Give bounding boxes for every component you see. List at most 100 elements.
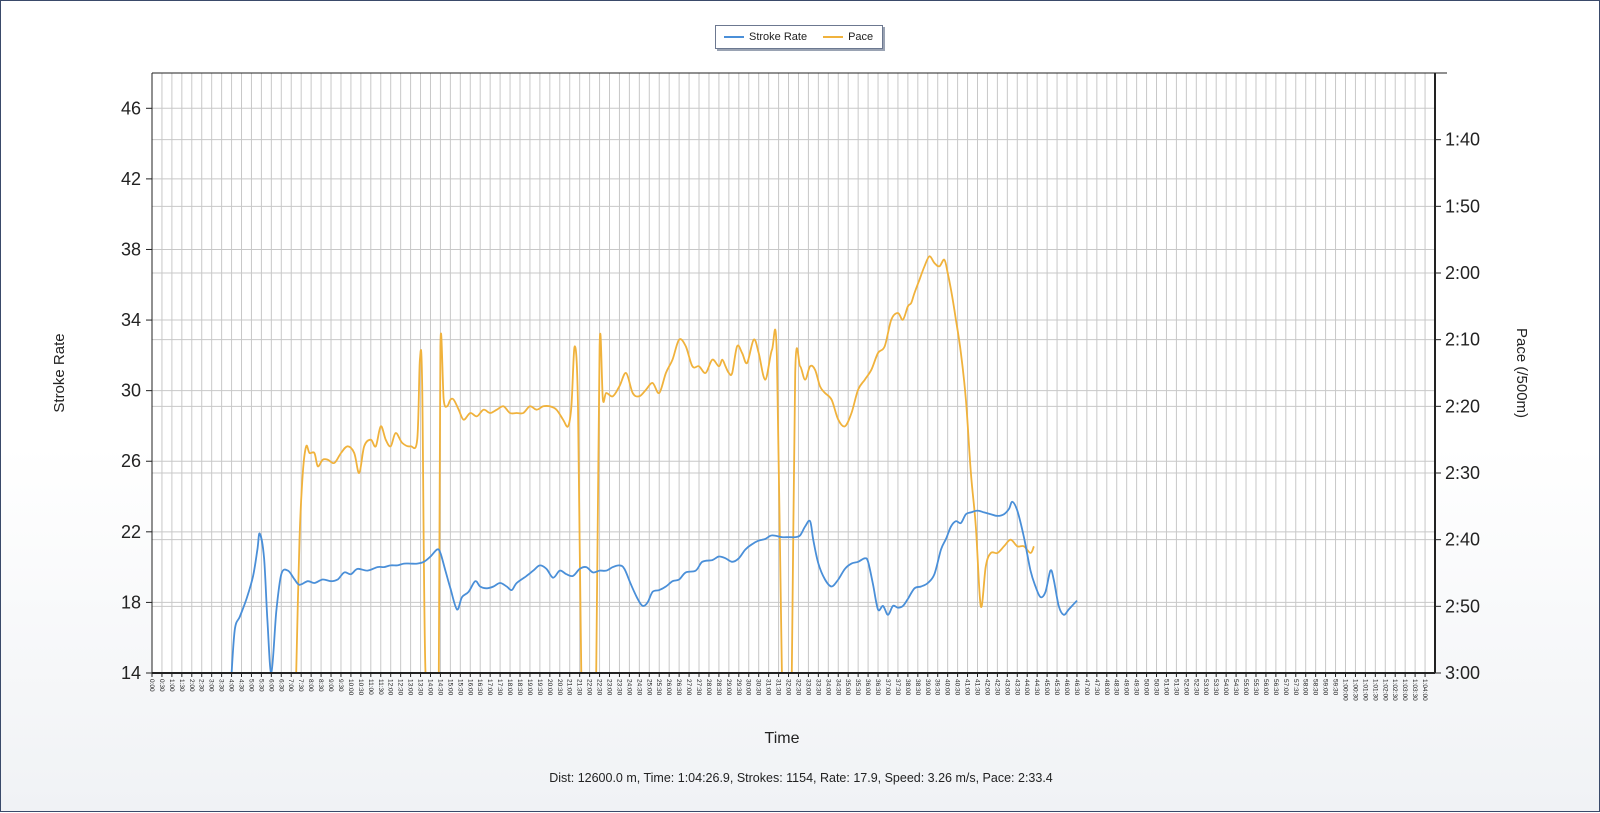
x-tick-label: 56:30	[1272, 679, 1279, 696]
y-tick-label: 14	[121, 663, 141, 683]
y2-tick-label: 1:50	[1445, 196, 1480, 216]
y-tick-label: 30	[121, 381, 141, 401]
x-tick-label: 48:00	[1103, 679, 1110, 696]
x-tick-label: 15:00	[446, 679, 453, 696]
x-tick-label: 18:30	[516, 679, 523, 696]
x-tick-label: 1:00:30	[1351, 679, 1358, 701]
y2-axis-label: Pace (/500m)	[1513, 328, 1530, 418]
x-tick-label: 51:30	[1172, 679, 1179, 696]
x-tick-label: 33:30	[814, 679, 821, 696]
x-tick-label: 15:30	[456, 679, 463, 696]
x-tick-label: 44:00	[1023, 679, 1030, 696]
y-tick-label: 26	[121, 451, 141, 471]
x-tick-label: 19:30	[536, 679, 543, 696]
x-tick-label: 23:00	[606, 679, 613, 696]
x-tick-label: 21:30	[576, 679, 583, 696]
x-tick-label: 28:00	[705, 679, 712, 696]
x-tick-label: 34:00	[824, 679, 831, 696]
x-tick-label: 16:30	[476, 679, 483, 696]
x-tick-label: 30:00	[745, 679, 752, 696]
x-tick-label: 35:30	[854, 679, 861, 696]
x-tick-label: 29:00	[725, 679, 732, 696]
x-tick-label: 42:00	[983, 679, 990, 696]
x-tick-label: 52:00	[1182, 679, 1189, 696]
x-tick-label: 1:00:00	[1341, 679, 1348, 701]
y-tick-label: 42	[121, 169, 141, 189]
x-tick-label: 38:30	[914, 679, 921, 696]
x-tick-label: 19:00	[526, 679, 533, 696]
x-tick-label: 1:02:30	[1391, 679, 1398, 701]
x-tick-label: 50:00	[1143, 679, 1150, 696]
y2-tick-label: 2:10	[1445, 330, 1480, 350]
x-tick-label: 8:30	[317, 679, 324, 692]
x-tick-label: 45:30	[1053, 679, 1060, 696]
x-tick-label: 55:00	[1242, 679, 1249, 696]
x-tick-label: 11:30	[377, 679, 384, 695]
y-tick-label: 38	[121, 239, 141, 259]
y-tick-label: 46	[121, 98, 141, 118]
x-tick-label: 43:00	[1003, 679, 1010, 696]
x-tick-label: 7:30	[297, 679, 304, 692]
x-tick-label: 22:30	[596, 679, 603, 696]
x-tick-label: 52:30	[1192, 679, 1199, 696]
x-tick-label: 12:30	[397, 679, 404, 696]
x-tick-label: 40:00	[944, 679, 951, 696]
x-tick-label: 8:00	[307, 679, 314, 692]
x-tick-label: 49:00	[1123, 679, 1130, 696]
y-tick-label: 34	[121, 310, 141, 330]
x-tick-label: 4:30	[238, 679, 245, 692]
x-tick-label: 4:00	[228, 679, 235, 692]
x-tick-label: 18:00	[506, 679, 513, 696]
x-tick-label: 40:30	[954, 679, 961, 696]
x-tick-label: 27:30	[695, 679, 702, 696]
x-tick-label: 31:30	[775, 679, 782, 696]
x-tick-label: 41:30	[973, 679, 980, 696]
x-tick-label: 39:30	[934, 679, 941, 696]
x-tick-label: 39:00	[924, 679, 931, 696]
x-tick-label: 17:00	[486, 679, 493, 696]
x-tick-label: 1:01:30	[1371, 679, 1378, 701]
x-tick-label: 12:00	[387, 679, 394, 696]
x-tick-label: 1:03:30	[1411, 679, 1418, 701]
x-tick-label: 59:30	[1332, 679, 1339, 696]
x-tick-label: 11:00	[367, 679, 374, 695]
x-tick-label: 43:30	[1013, 679, 1020, 696]
axes: 0:00 0:30 1:00 1:30 2:00 2:30 3:00 3:30 4:00 4:30…	[121, 72, 1480, 701]
x-tick-label: 13:30	[417, 679, 424, 696]
x-tick-label: 29:30	[735, 679, 742, 696]
x-tick-label: 27:00	[685, 679, 692, 696]
x-tick-label: 46:30	[1073, 679, 1080, 696]
x-tick-label: 37:00	[884, 679, 891, 696]
x-tick-label: 9:00	[327, 679, 334, 692]
x-tick-label: 38:00	[904, 679, 911, 696]
x-tick-label: 3:00	[208, 679, 215, 692]
x-axis-label: Time	[765, 730, 800, 747]
x-tick-label: 6:30	[277, 679, 284, 692]
x-tick-label: 17:30	[496, 679, 503, 696]
x-tick-label: 57:00	[1282, 679, 1289, 696]
x-tick-label: 55:30	[1252, 679, 1259, 696]
legend-item-pace: Pace	[823, 31, 873, 43]
x-tick-label: 53:30	[1212, 679, 1219, 696]
x-tick-label: 2:00	[188, 679, 195, 692]
x-tick-label: 54:30	[1232, 679, 1239, 696]
x-tick-label: 24:00	[625, 679, 632, 696]
x-tick-label: 48:30	[1113, 679, 1120, 696]
x-tick-label: 0:30	[158, 679, 165, 692]
y2-tick-label: 2:20	[1445, 396, 1480, 416]
x-tick-label: 5:00	[247, 679, 254, 692]
x-tick-label: 53:00	[1202, 679, 1209, 696]
x-tick-label: 24:30	[635, 679, 642, 696]
x-tick-label: 36:00	[864, 679, 871, 696]
x-tick-label: 32:00	[785, 679, 792, 696]
x-tick-label: 2:30	[198, 679, 205, 692]
x-tick-label: 28:30	[715, 679, 722, 696]
x-tick-label: 26:00	[665, 679, 672, 696]
legend-swatch-pace	[823, 36, 844, 38]
y2-tick-label: 3:00	[1445, 663, 1480, 683]
x-tick-label: 10:30	[357, 679, 364, 696]
x-tick-label: 14:00	[426, 679, 433, 696]
x-tick-label: 57:30	[1292, 679, 1299, 696]
